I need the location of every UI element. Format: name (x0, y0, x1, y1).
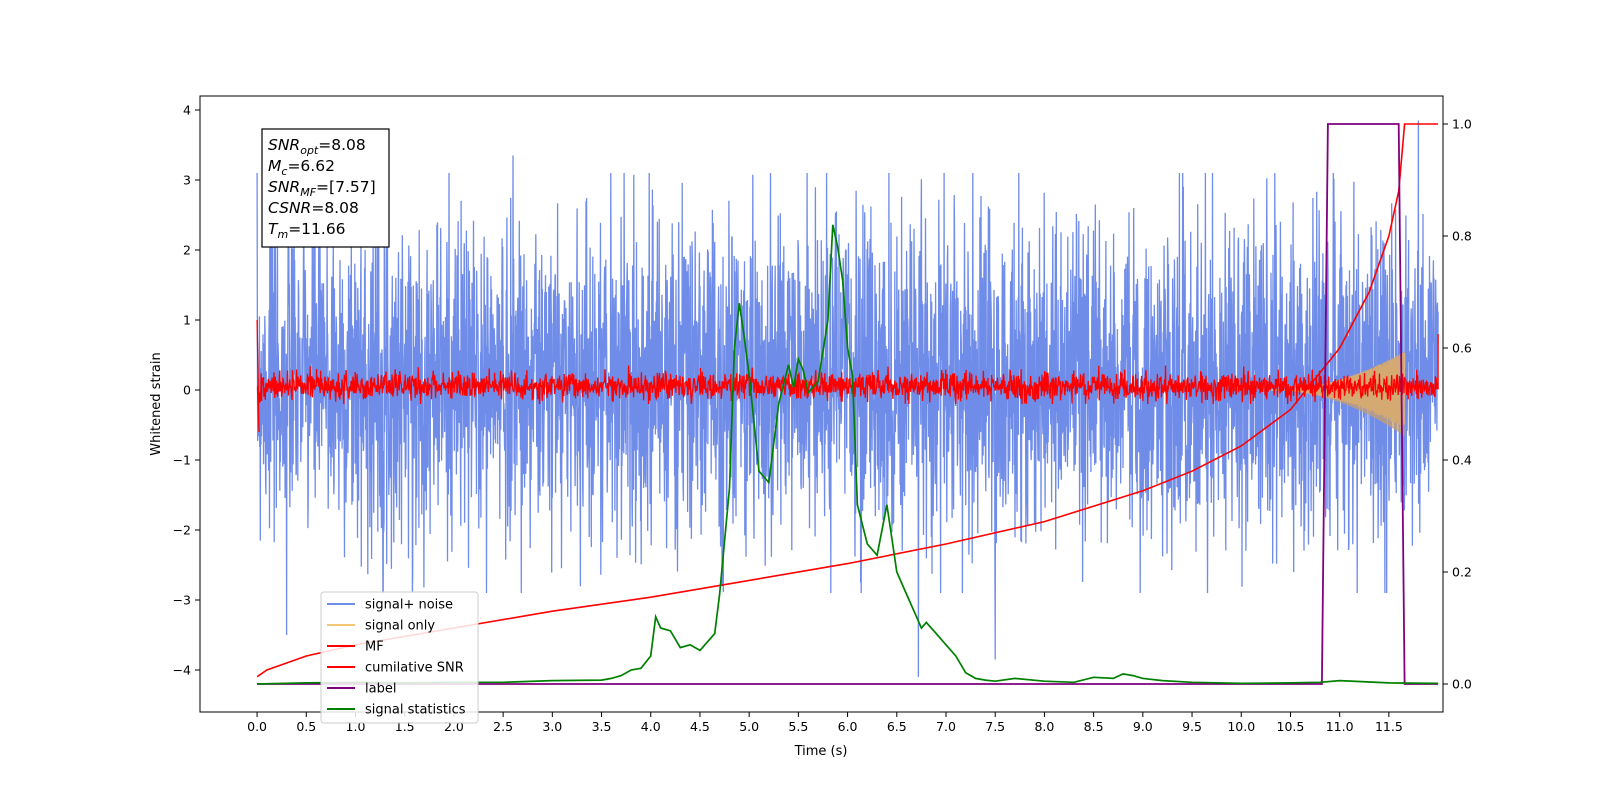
x-tick-label: 0.0 (247, 719, 267, 734)
legend-label: signal statistics (365, 703, 466, 718)
legend-frame (320, 591, 479, 724)
series-signal-noise (256, 120, 1439, 678)
y2-tick-label: 1.0 (1452, 117, 1472, 132)
x-tick-label: 11.5 (1375, 719, 1403, 734)
y2-tick-label: 0.6 (1452, 341, 1472, 356)
y-tick-label: −4 (173, 663, 191, 678)
x-tick-label: 0.5 (296, 719, 316, 734)
series-signal-statistics (257, 224, 1439, 685)
y-tick-label: 4 (183, 103, 191, 118)
series-label (257, 123, 1439, 685)
x-tick-label: 2.5 (493, 719, 513, 734)
y-tick-label: −3 (173, 593, 191, 608)
annotation-box-frame (261, 128, 390, 248)
legend-label: signal only (365, 619, 435, 634)
x-tick-label: 3.0 (542, 719, 562, 734)
x-tick-label: 4.5 (690, 719, 710, 734)
x-tick-label: 10.0 (1227, 719, 1255, 734)
series-signal-only-envelope (1270, 351, 1405, 437)
y-tick-label: −2 (173, 523, 191, 538)
x-axis-label: Time (s) (794, 744, 848, 759)
x-tick-label: 7.5 (985, 719, 1005, 734)
y-tick-label: 2 (183, 243, 191, 258)
annotation-line: SNRopt=8.08 (268, 136, 366, 157)
x-tick-label: 6.5 (887, 719, 907, 734)
x-tick-label: 5.5 (788, 719, 808, 734)
series-layer (256, 120, 1439, 685)
x-tick-label: 8.5 (1084, 719, 1104, 734)
legend-label: label (365, 682, 396, 697)
x-tick-label: 7.0 (936, 719, 956, 734)
x-tick-label: 5.0 (739, 719, 759, 734)
legend-label: signal+ noise (365, 598, 453, 613)
x-tick-label: 10.5 (1277, 719, 1305, 734)
series-mf (256, 319, 1439, 433)
x-tick-label: 11.0 (1326, 719, 1354, 734)
y2-tick-label: 0.0 (1452, 677, 1472, 692)
y-tick-label: 1 (183, 313, 191, 328)
y-axis-right: 0.0 0.2 0.4 0.6 0.8 1.0 (1443, 117, 1472, 692)
legend: signal+ noise signal only MF cumilative SNR… (320, 591, 479, 724)
annotation-line: Mc=6.62 (268, 157, 335, 178)
legend-label: MF (365, 640, 384, 655)
x-tick-label: 9.0 (1133, 719, 1153, 734)
y2-tick-label: 0.4 (1452, 453, 1472, 468)
x-tick-label: 8.0 (1034, 719, 1054, 734)
y2-tick-label: 0.8 (1452, 229, 1472, 244)
y2-tick-label: 0.2 (1452, 565, 1472, 580)
y-tick-label: 0 (183, 383, 191, 398)
x-tick-label: 3.5 (592, 719, 612, 734)
legend-label: cumilative SNR (365, 661, 464, 676)
x-axis: 0.0 0.5 1.0 1.5 2.0 2.5 3.0 3.5 4.0 4.5 5.0 5.5 6.0 6… (247, 712, 1403, 734)
y-tick-label: 3 (183, 173, 191, 188)
y-axis-label: Whitened strain (149, 352, 164, 455)
y-axis-left: −4 −3 −2 −1 0 1 2 3 4 (173, 103, 200, 678)
y-tick-label: −1 (173, 453, 191, 468)
x-tick-label: 9.5 (1182, 719, 1202, 734)
x-tick-label: 6.0 (838, 719, 858, 734)
plot-frame (199, 95, 1444, 713)
annotation-line: SNRMF=[7.57] (268, 178, 376, 199)
annotation-line: CSNR=8.08 (268, 199, 359, 217)
x-tick-label: 4.0 (641, 719, 661, 734)
annotation-line: Tm=11.66 (268, 220, 346, 241)
